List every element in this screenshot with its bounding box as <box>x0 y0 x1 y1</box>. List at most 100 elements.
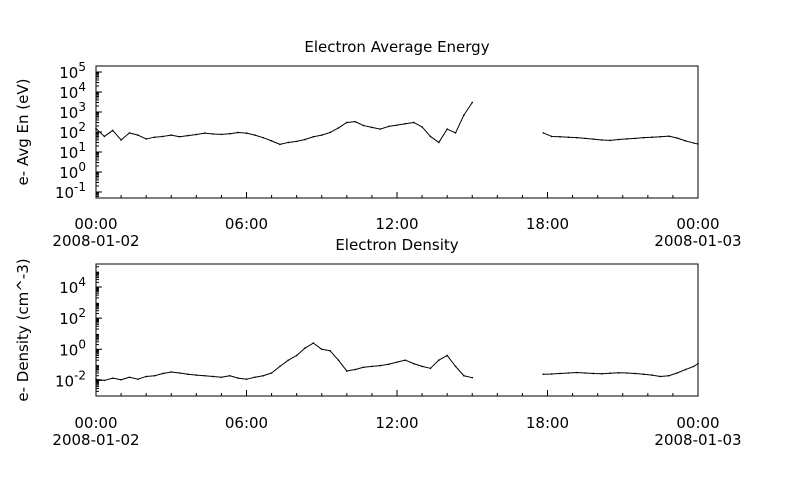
density-chart-title: Electron Density <box>335 236 458 254</box>
density-y-tick-label-0: 104 <box>59 275 86 297</box>
energy-x-tick-label-3: 18:00 <box>526 215 569 233</box>
energy-series-0-point-8 <box>162 135 164 138</box>
energy-y-tick-label-2: 103 <box>59 100 86 122</box>
energy-series-0-point-9 <box>170 134 173 136</box>
density-plot-frame <box>95 263 699 397</box>
density-series-0-point-29 <box>337 359 340 361</box>
density-series-0-point-37 <box>404 359 407 361</box>
density-x-date-label-4: 2008-01-03 <box>654 431 741 449</box>
density-series-0-point-26 <box>312 342 315 344</box>
energy-series-1-point-4 <box>575 136 578 139</box>
energy-y-tick-label-3: 102 <box>59 120 86 142</box>
density-series-0-point-28 <box>329 349 331 352</box>
energy-series-0-point-4 <box>128 132 131 134</box>
energy-series-0-point-13 <box>203 132 206 134</box>
energy-x-tick-label-1: 06:00 <box>225 215 268 233</box>
density-series-0-point-3 <box>120 378 122 381</box>
density-series-1-line <box>542 363 699 377</box>
density-series-0-point-11 <box>187 373 189 376</box>
density-y-tick-exp-1: 2 <box>78 306 86 320</box>
density-series-1-point-9 <box>617 371 620 374</box>
density-y-tick-base-3: 10 <box>55 372 74 390</box>
energy-x-tick-label-4: 00:00 <box>676 215 719 233</box>
energy-series-1-point-19 <box>697 143 699 145</box>
density-series-1-point-0 <box>542 373 545 376</box>
energy-x-tick-label-0: 00:00 <box>74 215 117 233</box>
density-series-1-point-11 <box>634 372 637 375</box>
density-series-0-point-38 <box>412 362 415 365</box>
energy-series-1-point-1 <box>550 135 553 138</box>
density-series-0-point-25 <box>304 347 306 349</box>
density-x-tick-label-2: 12:00 <box>375 414 418 432</box>
energy-series-0-point-15 <box>220 133 223 136</box>
density-y-tick-label-1: 102 <box>59 306 86 328</box>
energy-series-0-point-25 <box>304 138 306 141</box>
density-series-0-point-44 <box>463 374 465 377</box>
energy-series-0-point-35 <box>387 125 390 128</box>
density-x-tick-label-1: 06:00 <box>225 414 268 432</box>
density-series-1-point-15 <box>667 374 670 377</box>
energy-series-0-point-26 <box>312 135 315 138</box>
energy-y-tick-label-5: 100 <box>59 160 86 182</box>
energy-series-1-point-3 <box>567 136 570 138</box>
energy-series-0-point-22 <box>279 143 281 146</box>
energy-series-0-point-12 <box>195 133 198 136</box>
density-y-axis-label: e- Density (cm^-3) <box>14 258 32 401</box>
energy-series-0-point-36 <box>396 124 398 126</box>
energy-series-0-point-21 <box>270 140 273 142</box>
energy-series-1-point-15 <box>667 135 670 137</box>
density-series-0-point-43 <box>454 365 457 368</box>
energy-series-1-point-16 <box>676 137 678 139</box>
density-series-0-point-27 <box>320 348 323 351</box>
density-series-0-point-19 <box>254 376 256 379</box>
density-x-tick-label-0: 00:00 <box>74 414 117 432</box>
energy-series-1-point-7 <box>601 139 603 141</box>
density-series-0-point-23 <box>287 359 290 361</box>
energy-series-0-point-23 <box>287 141 290 144</box>
energy-series-0-point-40 <box>429 135 432 138</box>
energy-series-0-point-32 <box>362 124 365 127</box>
density-series-0-point-45 <box>471 376 474 379</box>
energy-series-0-point-31 <box>354 120 356 123</box>
energy-series-1-point-11 <box>634 137 637 140</box>
density-series-0-point-9 <box>170 371 173 373</box>
density-series-0-point-15 <box>220 376 223 379</box>
density-x-date-label-0: 2008-01-02 <box>52 431 139 449</box>
density-series-0-point-4 <box>128 376 131 379</box>
energy-series-1-point-5 <box>584 137 586 140</box>
density-series-0-point-14 <box>212 375 214 378</box>
energy-series-1-point-8 <box>609 139 612 142</box>
energy-y-tick-exp-2: 3 <box>78 100 86 114</box>
energy-plot-frame <box>95 65 699 199</box>
density-series-0-point-20 <box>262 374 265 377</box>
density-y-tick-base-2: 10 <box>59 341 78 359</box>
energy-y-tick-label-0: 105 <box>59 60 86 82</box>
energy-y-tick-base-2: 10 <box>59 104 78 122</box>
density-series-1-point-19 <box>697 362 699 365</box>
density-series-0-line <box>95 342 473 381</box>
energy-x-tick-label-2: 12:00 <box>375 215 418 233</box>
energy-series-0-point-42 <box>446 128 448 130</box>
energy-series-0-point-18 <box>245 132 248 134</box>
density-series-0-point-17 <box>237 377 239 379</box>
energy-series-0-point-30 <box>346 121 348 124</box>
density-series-1-point-4 <box>575 371 578 374</box>
density-series-1-point-10 <box>626 372 628 374</box>
energy-series-0-point-34 <box>379 128 382 130</box>
energy-y-tick-base-1: 10 <box>59 84 78 102</box>
density-y-tick-label-2: 100 <box>59 337 86 359</box>
energy-series-0-point-43 <box>454 132 457 134</box>
energy-chart-title: Electron Average Energy <box>304 38 489 56</box>
density-series-1-point-6 <box>592 372 595 375</box>
energy-y-tick-base-6: 10 <box>55 184 74 202</box>
density-series-1-point-8 <box>609 372 612 375</box>
density-series-1-point-13 <box>651 374 653 376</box>
energy-series-1-point-17 <box>684 140 687 142</box>
energy-series-0-point-5 <box>137 134 139 136</box>
density-series-0-point-40 <box>429 367 432 370</box>
density-y-tick-base-0: 10 <box>59 279 78 297</box>
density-series-1-point-5 <box>584 372 586 374</box>
energy-y-tick-label-6: 10-1 <box>55 180 86 202</box>
energy-series-1-point-9 <box>617 138 620 141</box>
